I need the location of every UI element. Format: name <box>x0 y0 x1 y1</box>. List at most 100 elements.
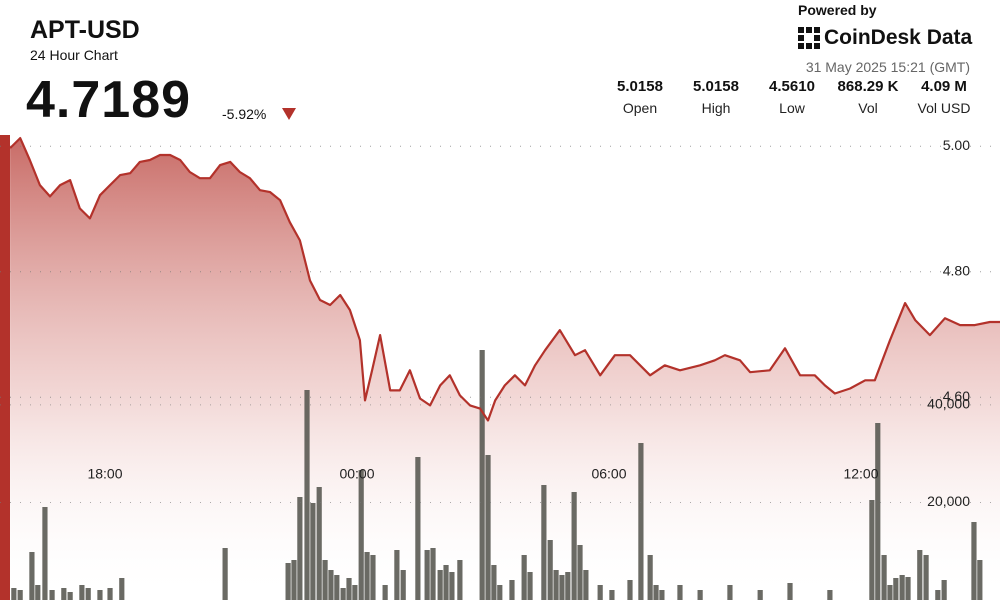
volume-bar <box>358 470 364 600</box>
volume-bar <box>443 565 449 600</box>
volume-bar <box>322 560 328 600</box>
volume-bar <box>346 578 352 600</box>
volume-bar <box>42 507 48 600</box>
volume-bar <box>521 555 527 600</box>
volume-bar <box>11 588 17 600</box>
volume-bar <box>340 588 346 600</box>
logo-icon <box>798 27 820 49</box>
volume-bar <box>437 570 443 600</box>
stat-label: High <box>701 100 731 116</box>
volume-bar <box>17 590 23 600</box>
volume-bar <box>29 552 35 600</box>
volume-bar <box>222 548 228 600</box>
volume-bar <box>559 575 565 600</box>
volume-bar <box>352 585 358 600</box>
volume-bar <box>597 585 603 600</box>
volume-bar <box>609 590 615 600</box>
stat: 4.5610 Low <box>754 78 830 116</box>
volume-bar <box>449 572 455 600</box>
volume-bar <box>316 487 322 600</box>
volume-bar <box>49 590 55 600</box>
volume-bar <box>827 590 833 600</box>
volume-bar <box>364 552 370 600</box>
volume-bar <box>541 485 547 600</box>
volume-bar <box>659 590 665 600</box>
x-tick-label: 18:00 <box>87 466 122 482</box>
stat: 868.29 K Vol <box>830 78 906 116</box>
volume-bar <box>509 580 515 600</box>
stat-label: Vol <box>858 100 878 116</box>
volume-bar <box>881 555 887 600</box>
y-tick-label: 5.00 <box>943 137 970 153</box>
volume-bar <box>647 555 653 600</box>
stat-label: Low <box>779 100 805 116</box>
volume-bar <box>971 522 977 600</box>
volume-bar <box>328 570 334 600</box>
stat: 5.0158 Open <box>602 78 678 116</box>
volume-bar <box>553 570 559 600</box>
volume-bar <box>107 588 113 600</box>
volume-bar <box>917 550 923 600</box>
volume-bar <box>893 578 899 600</box>
price-area <box>10 138 1000 600</box>
x-tick-label: 06:00 <box>591 466 626 482</box>
stat-label: Vol USD <box>917 100 971 116</box>
volume-bar <box>291 560 297 600</box>
brand: CoinDesk Data <box>824 26 973 49</box>
volume-bar <box>400 570 406 600</box>
volume-bar <box>497 585 503 600</box>
down-arrow <box>282 108 296 120</box>
volume-bar <box>935 590 941 600</box>
volume-bar <box>577 545 583 600</box>
volume-bar <box>61 588 67 600</box>
volume-bar <box>310 503 316 600</box>
volume-bar <box>424 550 430 600</box>
volume-bar <box>285 563 291 600</box>
timestamp: 31 May 2025 15:21 (GMT) <box>805 59 970 75</box>
volume-bar <box>415 457 421 600</box>
y-tick-label: 4.80 <box>943 262 970 278</box>
volume-bar <box>583 570 589 600</box>
volume-bar <box>457 560 463 600</box>
stat-value: 4.09 M <box>921 78 967 95</box>
volume-bar <box>334 575 340 600</box>
volume-bar <box>304 390 310 600</box>
volume-bar <box>887 585 893 600</box>
volume-bar <box>923 555 929 600</box>
volume-bar <box>627 580 633 600</box>
subtitle: 24 Hour Chart <box>30 47 118 63</box>
volume-bar <box>547 540 553 600</box>
accent-bar <box>0 135 10 600</box>
volume-bar <box>905 577 911 600</box>
volume-bar <box>875 423 881 600</box>
volume-bar <box>479 350 485 600</box>
volume-bar <box>571 492 577 600</box>
volume-bar <box>97 590 103 600</box>
price: 4.7189 <box>26 71 192 129</box>
stat: 5.0158 High <box>678 78 754 116</box>
volume-bar <box>727 585 733 600</box>
volume-bar <box>787 583 793 600</box>
x-tick-label: 00:00 <box>339 466 374 482</box>
y-tick-label: 4.60 <box>943 388 970 404</box>
volume-bar <box>394 550 400 600</box>
ticker: APT-USD <box>30 16 140 44</box>
price-line <box>9 137 1000 422</box>
stat-value: 868.29 K <box>837 78 899 95</box>
stat-value: 5.0158 <box>617 78 663 95</box>
stat-value: 5.0158 <box>693 78 739 95</box>
volume-bar <box>119 578 125 600</box>
volume-bar <box>899 575 905 600</box>
volume-bar <box>869 500 875 600</box>
volume-bar <box>941 580 947 600</box>
volume-bar <box>430 548 436 600</box>
y2-tick-label: 40,000 <box>927 396 970 412</box>
volume-bar <box>35 585 41 600</box>
volume-bar <box>527 572 533 600</box>
y2-tick-label: 20,000 <box>927 493 970 509</box>
x-tick-label: 12:00 <box>843 466 878 482</box>
volume-bar <box>565 572 571 600</box>
stat-value: 4.5610 <box>769 78 815 95</box>
